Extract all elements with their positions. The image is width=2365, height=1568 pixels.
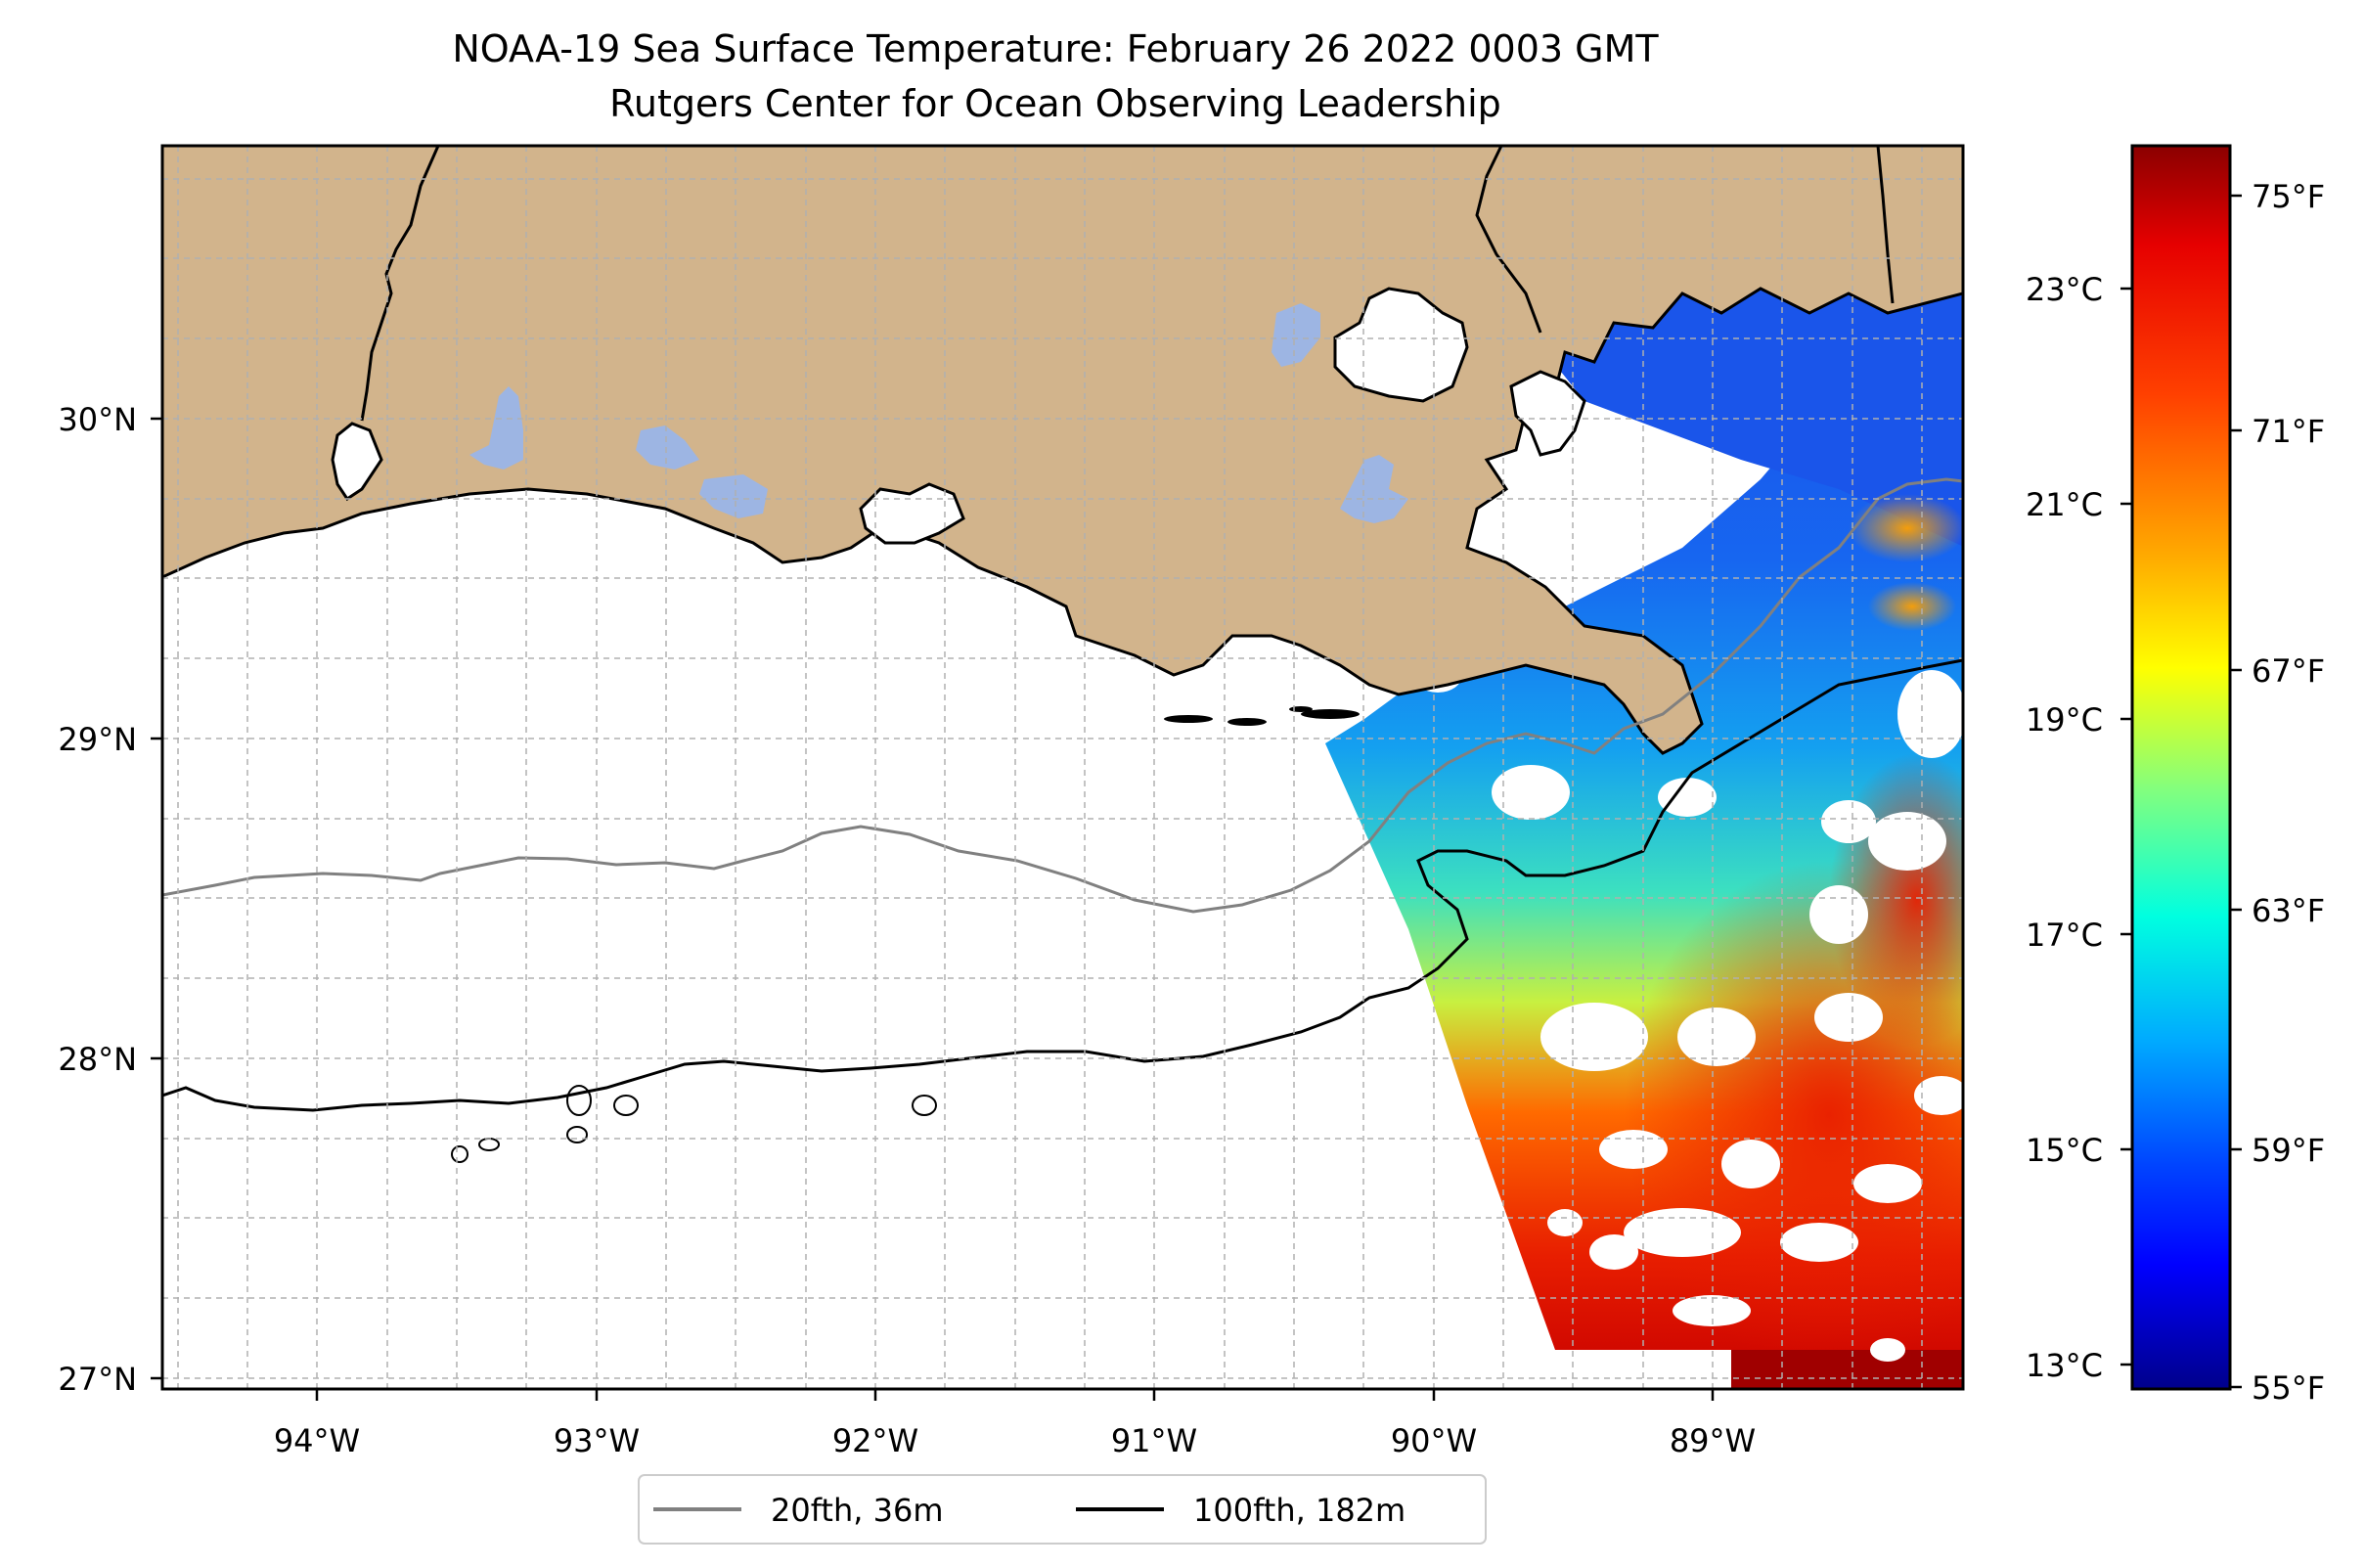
map-title: NOAA-19 Sea Surface Temperature: Februar… (452, 27, 1659, 70)
map-frame (160, 144, 1965, 1391)
legend-label-20fth: 20fth, 36m (771, 1492, 943, 1529)
lon-tick-label: 91°W (1111, 1422, 1197, 1459)
lat-tick-label: 28°N (58, 1041, 137, 1078)
sst-swath (1325, 157, 1963, 1389)
map-panel (162, 146, 1963, 1389)
map-subtitle: Rutgers Center for Ocean Observing Leade… (609, 82, 1501, 125)
shelf-banks (451, 1085, 937, 1163)
colorbar-frame (2130, 144, 2232, 1391)
legend-label-100fth: 100fth, 182m (1193, 1492, 1406, 1529)
fahrenheit-tick-label: 75°F (2252, 178, 2325, 215)
celsius-tick-label: 15°C (2026, 1132, 2103, 1169)
axis-ticks (151, 417, 1715, 1401)
fahrenheit-tick-label: 63°F (2252, 892, 2325, 929)
land-mass (162, 146, 1963, 755)
fahrenheit-tick-label: 55°F (2252, 1369, 2325, 1407)
lon-tick-label: 93°W (554, 1422, 640, 1459)
longitude-labels: 94°W 93°W 92°W 91°W 90°W 89°W (274, 1422, 1756, 1459)
lon-tick-label: 92°W (832, 1422, 918, 1459)
celsius-tick-label: 23°C (2026, 271, 2103, 308)
lat-tick-label: 30°N (58, 401, 137, 438)
contour-legend: 20fth, 36m 100fth, 182m (638, 1474, 1487, 1545)
fahrenheit-tick-label: 67°F (2252, 652, 2325, 690)
lon-tick-label: 94°W (274, 1422, 360, 1459)
celsius-tick-label: 13°C (2026, 1347, 2103, 1384)
lat-tick-label: 27°N (58, 1361, 137, 1398)
lon-tick-label: 89°W (1670, 1422, 1756, 1459)
legend-box (638, 1474, 1487, 1545)
latitude-labels: 30°N 29°N 28°N 27°N (58, 401, 137, 1398)
map-gridlines (162, 146, 1963, 1389)
lat-tick-label: 29°N (58, 721, 137, 758)
lakes (469, 303, 1408, 523)
celsius-tick-label: 21°C (2026, 486, 2103, 523)
sst-colorbar: 23°C 21°C 19°C 17°C 15°C 13°C 75°F 71°F … (2026, 144, 2325, 1407)
celsius-tick-label: 19°C (2026, 701, 2103, 739)
state-borders (360, 146, 1895, 422)
fahrenheit-tick-label: 59°F (2252, 1132, 2325, 1169)
celsius-tick-label: 17°C (2026, 917, 2103, 954)
lon-tick-label: 90°W (1391, 1422, 1477, 1459)
contour-20fth (162, 477, 1963, 914)
barrier-islands (1164, 706, 1360, 726)
colorbar-gradient (2132, 146, 2230, 1389)
fahrenheit-tick-label: 71°F (2252, 413, 2325, 450)
